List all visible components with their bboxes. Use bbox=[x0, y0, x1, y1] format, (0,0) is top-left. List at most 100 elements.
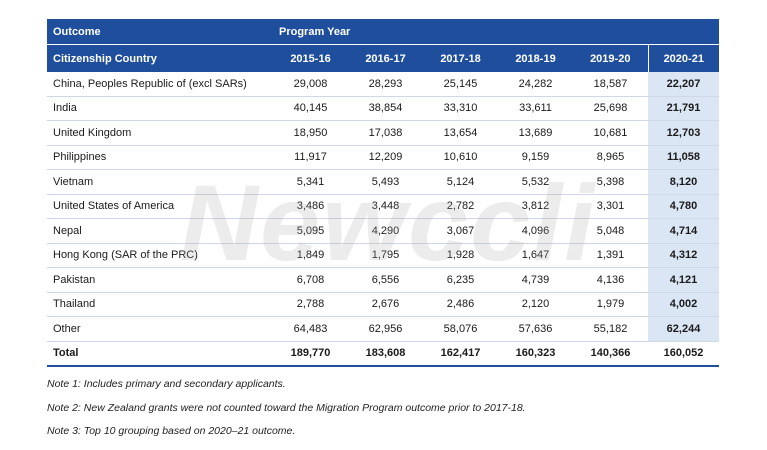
header-row-outcome: Outcome Program Year bbox=[47, 19, 719, 45]
value-cell-2020-21: 12,703 bbox=[648, 120, 719, 146]
country-cell: Philippines bbox=[47, 145, 273, 170]
value-cell-2020-21: 22,207 bbox=[648, 72, 719, 97]
value-cell: 6,708 bbox=[273, 267, 348, 293]
value-cell: 24,282 bbox=[498, 72, 573, 97]
table-row: Hong Kong (SAR of the PRC) 1,849 1,795 1,92… bbox=[47, 243, 719, 268]
value-cell: 6,556 bbox=[348, 267, 423, 293]
value-cell: 6,235 bbox=[423, 267, 498, 293]
value-cell: 5,124 bbox=[423, 169, 498, 195]
table-row: United Kingdom 18,950 17,038 13,654 13,689 10… bbox=[47, 120, 719, 146]
value-cell: 11,917 bbox=[273, 145, 348, 170]
value-cell: 5,493 bbox=[348, 169, 423, 195]
table-row: Philippines 11,917 12,209 10,610 9,159 8,965 1… bbox=[47, 145, 719, 170]
value-cell-2020-21: 21,791 bbox=[648, 96, 719, 121]
value-cell: 3,448 bbox=[348, 194, 423, 219]
value-cell: 4,290 bbox=[348, 218, 423, 244]
country-cell: United States of America bbox=[47, 194, 273, 219]
value-cell: 13,654 bbox=[423, 120, 498, 146]
value-cell: 25,698 bbox=[573, 96, 648, 121]
citizenship-country-header: Citizenship Country bbox=[47, 44, 273, 72]
value-cell: 162,417 bbox=[423, 340, 498, 367]
table-row: Other 64,483 62,956 58,076 57,636 55,182 62,24… bbox=[47, 316, 719, 342]
year-header: 2016-17 bbox=[348, 44, 423, 72]
value-cell-2020-21: 4,312 bbox=[648, 243, 719, 268]
country-cell: Hong Kong (SAR of the PRC) bbox=[47, 243, 273, 268]
value-cell: 1,391 bbox=[573, 243, 648, 268]
table-row: Pakistan 6,708 6,556 6,235 4,739 4,136 4,121 bbox=[47, 267, 719, 293]
value-cell: 5,048 bbox=[573, 218, 648, 244]
value-cell: 140,366 bbox=[573, 340, 648, 367]
table-body: China, Peoples Republic of (excl SARs) 29… bbox=[47, 72, 719, 367]
value-cell: 189,770 bbox=[273, 340, 348, 367]
value-cell: 10,610 bbox=[423, 145, 498, 170]
value-cell: 18,950 bbox=[273, 120, 348, 146]
country-cell: Other bbox=[47, 316, 273, 342]
value-cell: 1,647 bbox=[498, 243, 573, 268]
year-header-highlighted: 2020-21 bbox=[647, 44, 719, 72]
value-cell-2020-21: 4,780 bbox=[648, 194, 719, 219]
value-cell: 1,795 bbox=[348, 243, 423, 268]
value-cell-2020-21: 4,002 bbox=[648, 292, 719, 317]
value-cell: 25,145 bbox=[423, 72, 498, 97]
table-row: Thailand 2,788 2,676 2,486 2,120 1,979 4,002 bbox=[47, 292, 719, 317]
country-cell: China, Peoples Republic of (excl SARs) bbox=[47, 72, 273, 97]
value-cell: 4,739 bbox=[498, 267, 573, 293]
table-row: Vietnam 5,341 5,493 5,124 5,532 5,398 8,120 bbox=[47, 169, 719, 195]
value-cell: 1,979 bbox=[573, 292, 648, 317]
value-cell: 9,159 bbox=[498, 145, 573, 170]
value-cell: 13,689 bbox=[498, 120, 573, 146]
value-cell-2020-21: 62,244 bbox=[648, 316, 719, 342]
value-cell: 2,782 bbox=[423, 194, 498, 219]
value-cell: 10,681 bbox=[573, 120, 648, 146]
value-cell: 3,067 bbox=[423, 218, 498, 244]
value-cell: 33,310 bbox=[423, 96, 498, 121]
value-cell: 57,636 bbox=[498, 316, 573, 342]
country-cell: Vietnam bbox=[47, 169, 273, 195]
value-cell: 58,076 bbox=[423, 316, 498, 342]
year-header: 2018-19 bbox=[498, 44, 573, 72]
table-row: Nepal 5,095 4,290 3,067 4,096 5,048 4,714 bbox=[47, 218, 719, 244]
value-cell: 64,483 bbox=[273, 316, 348, 342]
value-cell: 3,301 bbox=[573, 194, 648, 219]
value-cell: 28,293 bbox=[348, 72, 423, 97]
value-cell-2020-21: 8,120 bbox=[648, 169, 719, 195]
value-cell: 8,965 bbox=[573, 145, 648, 170]
value-cell: 1,928 bbox=[423, 243, 498, 268]
value-cell: 4,136 bbox=[573, 267, 648, 293]
value-cell: 40,145 bbox=[273, 96, 348, 121]
value-cell: 29,008 bbox=[273, 72, 348, 97]
value-cell: 3,812 bbox=[498, 194, 573, 219]
value-cell: 160,323 bbox=[498, 340, 573, 367]
outcome-header: Outcome bbox=[47, 19, 273, 45]
value-cell-2020-21: 11,058 bbox=[648, 145, 719, 170]
note-2: Note 2: New Zealand grants were not coun… bbox=[47, 401, 526, 414]
year-header: 2017-18 bbox=[423, 44, 498, 72]
value-cell: 2,486 bbox=[423, 292, 498, 317]
value-cell-2020-21: 4,714 bbox=[648, 218, 719, 244]
value-cell: 18,587 bbox=[573, 72, 648, 97]
header-row-years: Citizenship Country 2015-16 2016-17 2017… bbox=[47, 44, 719, 72]
table-row: China, Peoples Republic of (excl SARs) 29… bbox=[47, 72, 719, 97]
migration-outcome-table: Outcome Program Year Citizenship Country… bbox=[47, 19, 719, 367]
value-cell: 4,096 bbox=[498, 218, 573, 244]
value-cell: 5,341 bbox=[273, 169, 348, 195]
value-cell: 55,182 bbox=[573, 316, 648, 342]
value-cell: 33,611 bbox=[498, 96, 573, 121]
table-row: India 40,145 38,854 33,310 33,611 25,698 21,79… bbox=[47, 96, 719, 121]
value-cell: 62,956 bbox=[348, 316, 423, 342]
value-cell: 183,608 bbox=[348, 340, 423, 367]
country-cell: Pakistan bbox=[47, 267, 273, 293]
value-cell-2020-21: 4,121 bbox=[648, 267, 719, 293]
value-cell: 2,676 bbox=[348, 292, 423, 317]
value-cell: 5,398 bbox=[573, 169, 648, 195]
total-label: Total bbox=[47, 340, 273, 367]
value-cell: 3,486 bbox=[273, 194, 348, 219]
table-row: United States of America 3,486 3,448 2,782 3… bbox=[47, 194, 719, 219]
year-header: 2019-20 bbox=[573, 44, 648, 72]
note-3: Note 3: Top 10 grouping based on 2020–21… bbox=[47, 425, 296, 437]
value-cell: 2,120 bbox=[498, 292, 573, 317]
value-cell: 5,532 bbox=[498, 169, 573, 195]
year-header: 2015-16 bbox=[273, 44, 348, 72]
value-cell: 38,854 bbox=[348, 96, 423, 121]
country-cell: India bbox=[47, 96, 273, 121]
